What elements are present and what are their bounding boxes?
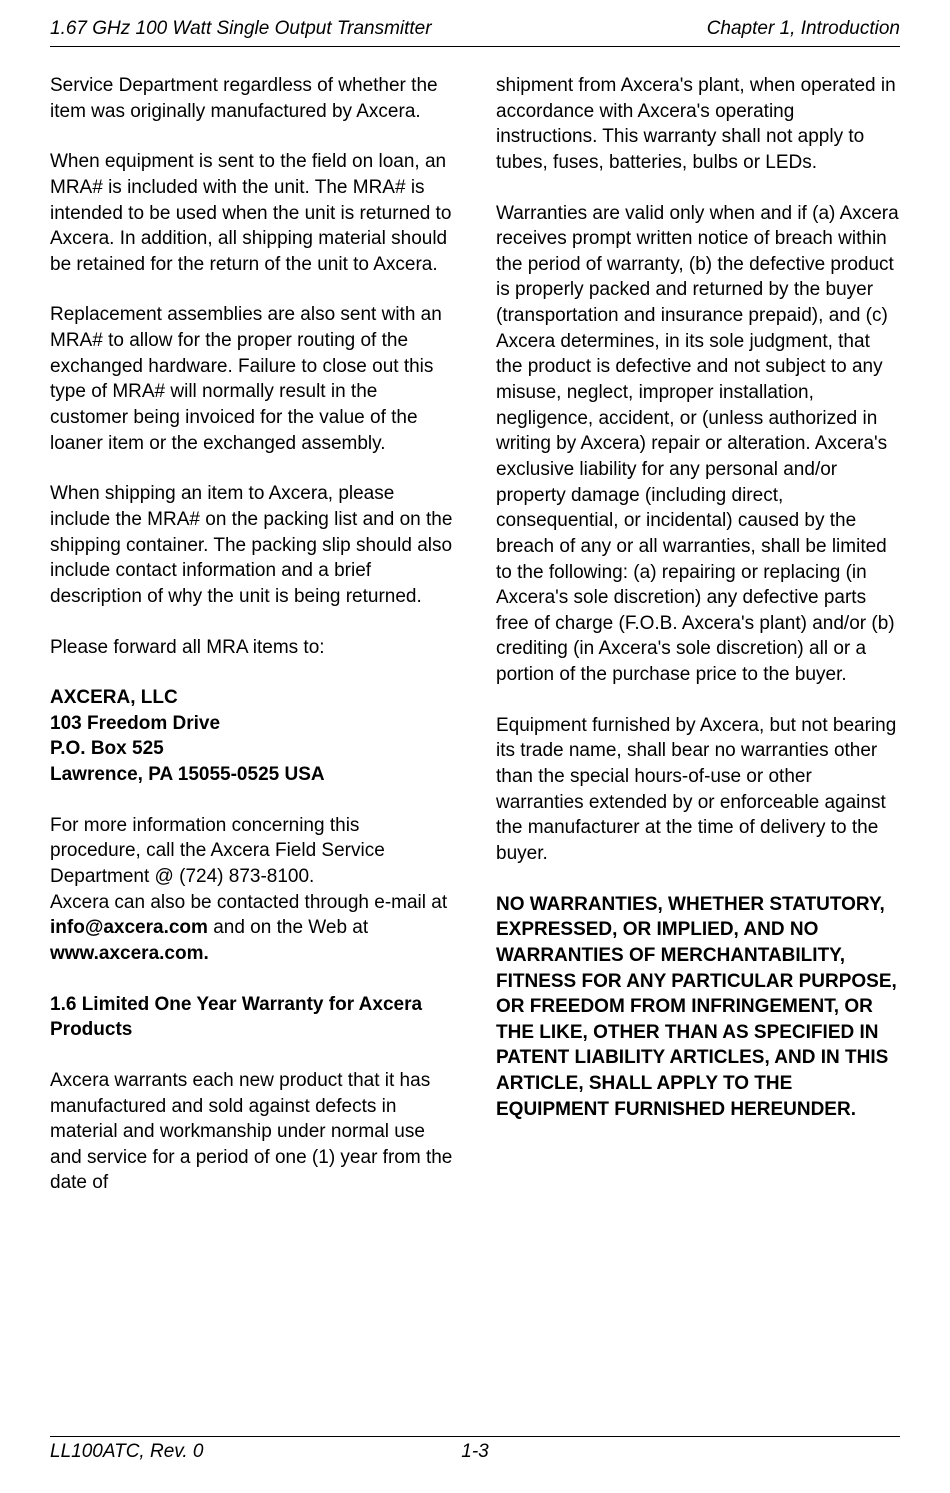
para: Service Department regardless of whether… <box>50 73 454 124</box>
address-line: AXCERA, LLC <box>50 685 454 711</box>
address-line: Lawrence, PA 15055-0525 USA <box>50 762 454 788</box>
footer-left: LL100ATC, Rev. 0 <box>50 1441 203 1463</box>
para: For more information concerning this pro… <box>50 813 454 967</box>
address-line: P.O. Box 525 <box>50 736 454 762</box>
content-columns: Service Department regardless of whether… <box>50 47 900 1436</box>
para: When equipment is sent to the field on l… <box>50 149 454 277</box>
page-footer: LL100ATC, Rev. 0 1-3 <box>50 1437 900 1463</box>
header-left: 1.67 GHz 100 Watt Single Output Transmit… <box>50 18 432 40</box>
para: Equipment furnished by Axcera, but not b… <box>496 713 900 867</box>
para: When shipping an item to Axcera, please … <box>50 481 454 609</box>
right-column: shipment from Axcera's plant, when opera… <box>496 73 900 1436</box>
header-right: Chapter 1, Introduction <box>707 18 900 40</box>
para: Please forward all MRA items to: <box>50 635 454 661</box>
footer-page-number: 1-3 <box>461 1441 488 1463</box>
para: Replacement assemblies are also sent wit… <box>50 302 454 456</box>
url: www.axcera.com. <box>50 943 209 964</box>
text: and on the Web at <box>208 917 368 938</box>
email: info@axcera.com <box>50 917 208 938</box>
text: Axcera can also be contacted through e-m… <box>50 892 447 913</box>
address-block: AXCERA, LLC 103 Freedom Drive P.O. Box 5… <box>50 685 454 788</box>
address-line: 103 Freedom Drive <box>50 711 454 737</box>
section-heading: 1.6 Limited One Year Warranty for Axcera… <box>50 992 454 1043</box>
text: For more information concerning this pro… <box>50 815 385 887</box>
para: shipment from Axcera's plant, when opera… <box>496 73 900 176</box>
left-column: Service Department regardless of whether… <box>50 73 454 1436</box>
para: Axcera warrants each new product that it… <box>50 1068 454 1196</box>
page-header: 1.67 GHz 100 Watt Single Output Transmit… <box>50 18 900 47</box>
warranty-disclaimer: NO WARRANTIES, WHETHER STATUTORY, EXPRES… <box>496 892 900 1123</box>
para: Warranties are valid only when and if (a… <box>496 201 900 688</box>
